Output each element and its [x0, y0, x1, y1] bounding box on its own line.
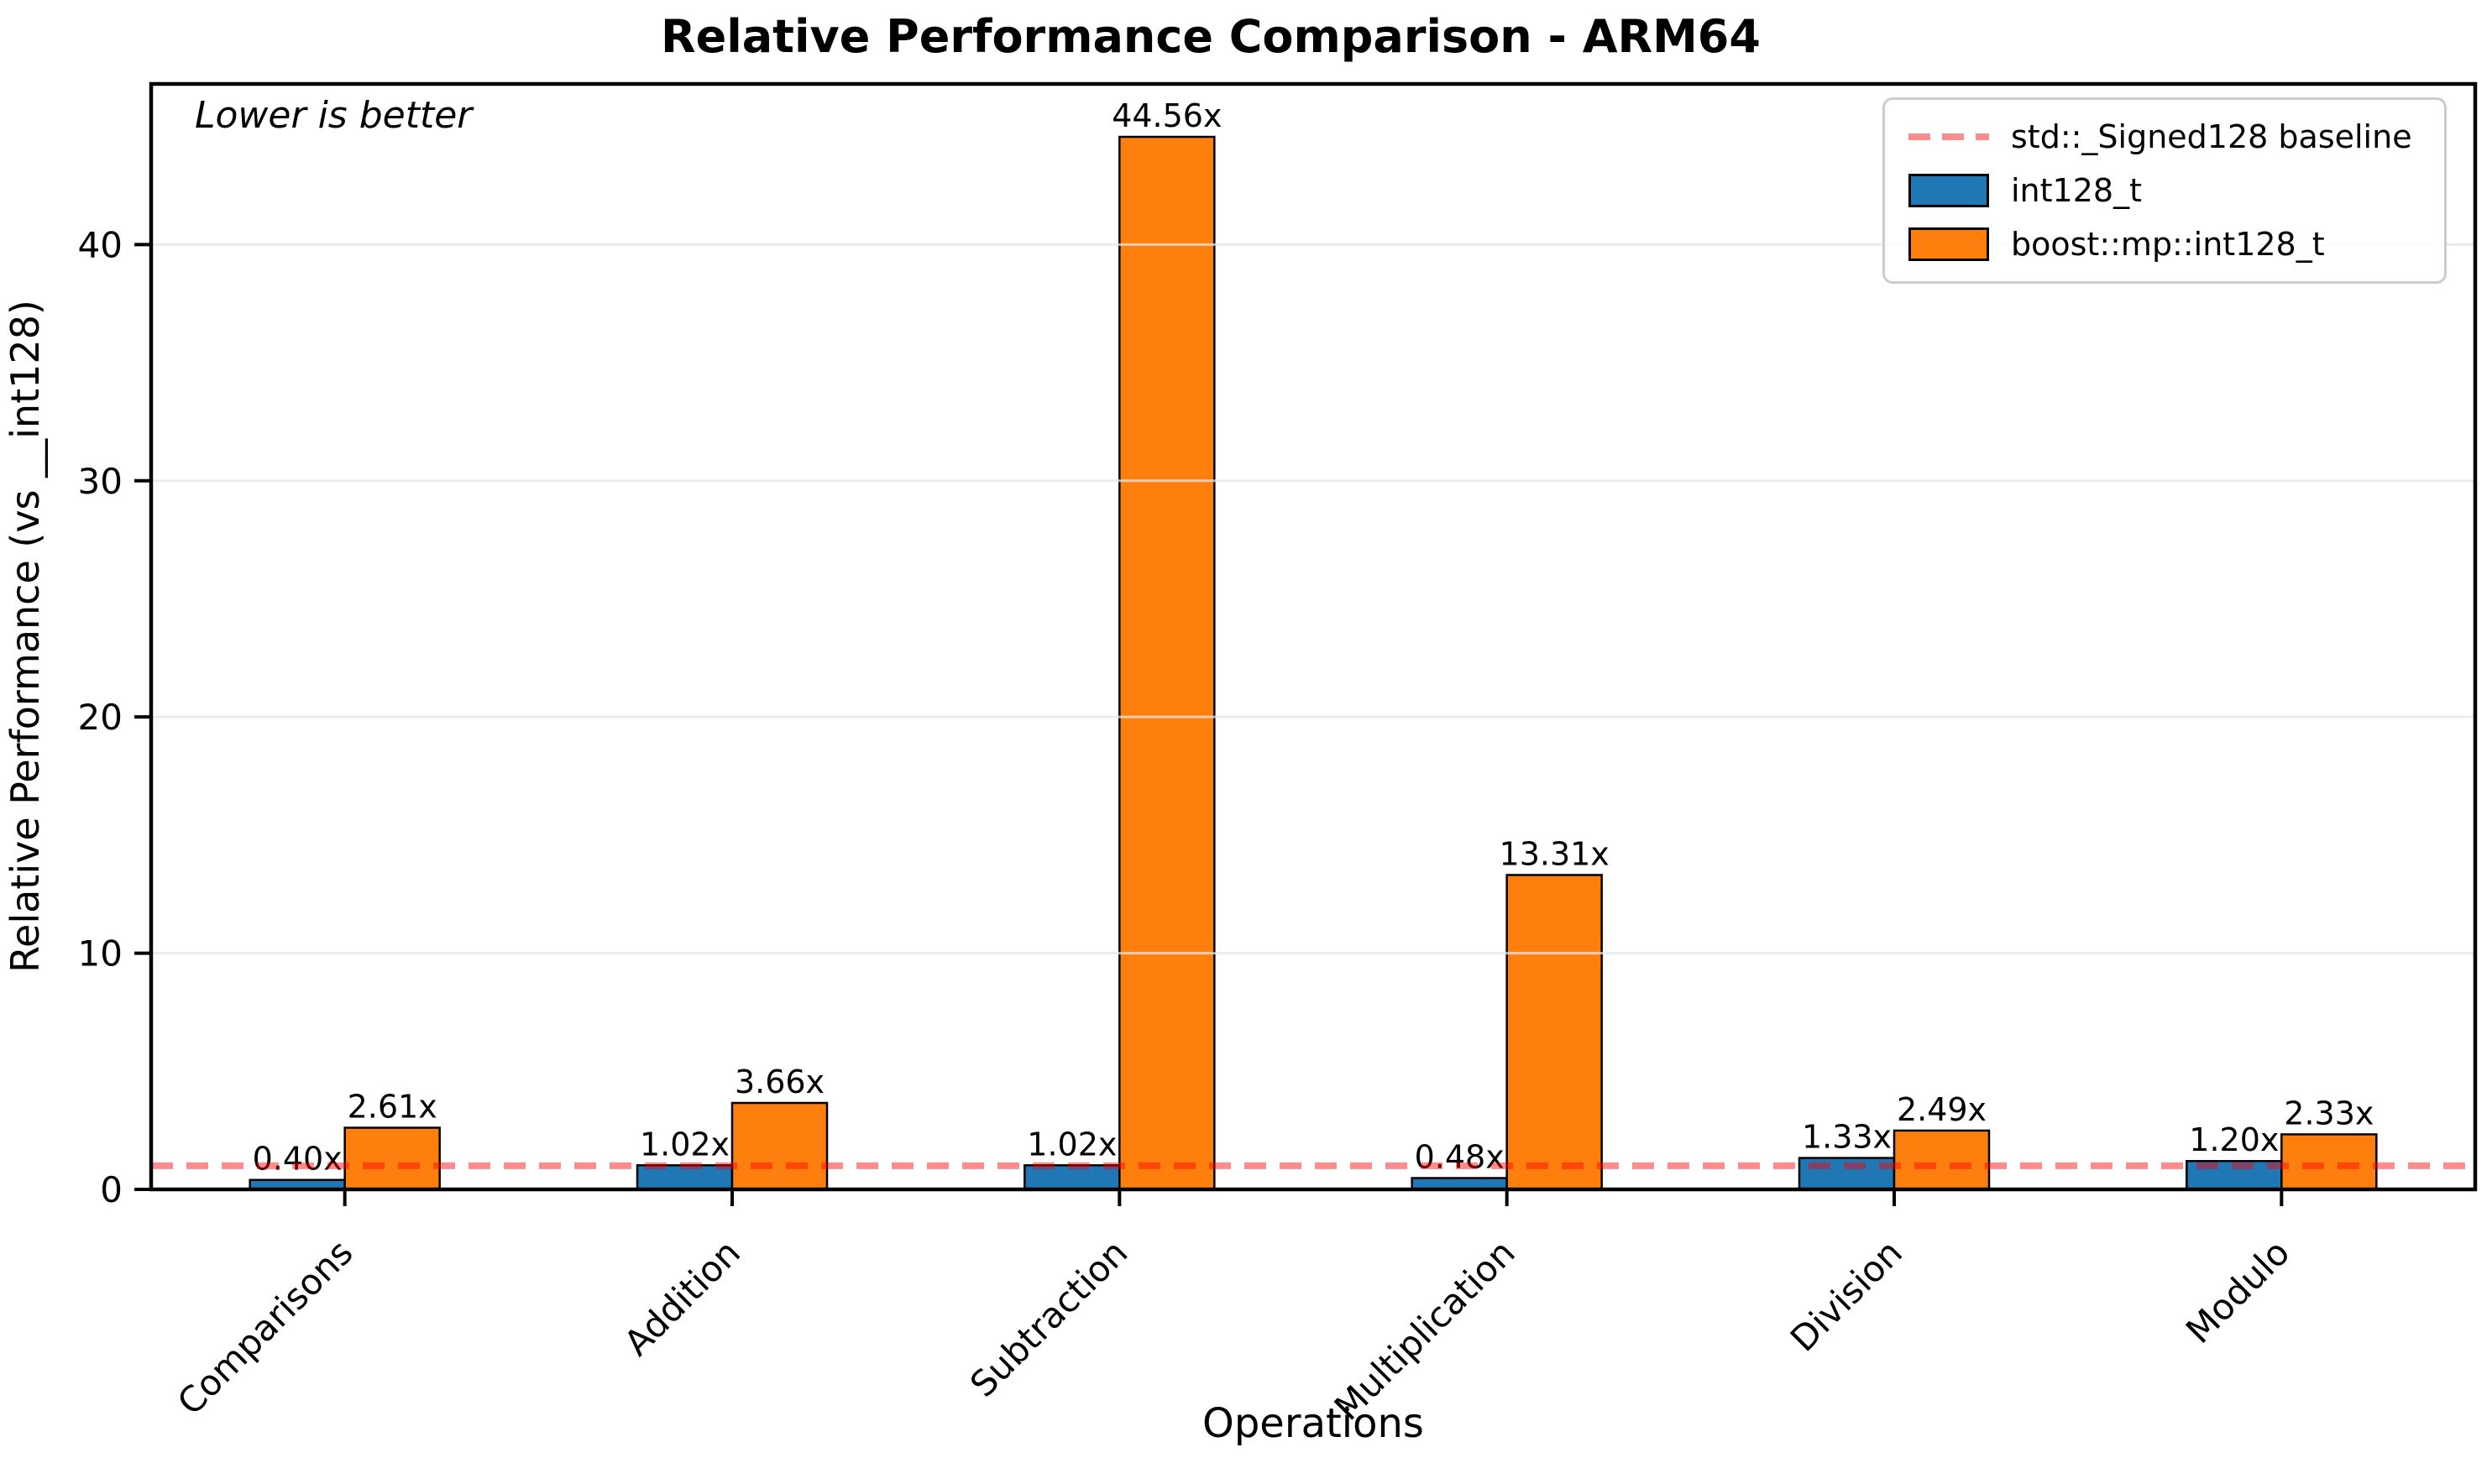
legend: std::_Signed128 baseline int128_t boost:… [1882, 97, 2447, 284]
y-tick-label-10: 10 [78, 933, 123, 975]
bar-value-label: 0.48x [1415, 1138, 1505, 1175]
bar-boost-mp-int128-t-modulo [2280, 1133, 2378, 1191]
bar-value-label: 0.40x [253, 1141, 343, 1178]
bar-value-label: 2.33x [2284, 1095, 2374, 1131]
bar-value-label: 44.56x [1112, 97, 1222, 134]
bar-value-label: 13.31x [1500, 835, 1610, 872]
x-tick-label-multiplication: Multiplication [1327, 1231, 1523, 1428]
bar-boost-mp-int128-t-division [1893, 1129, 1991, 1191]
chart-title-text: Relative Performance Comparison - ARM64 [661, 10, 1761, 63]
int128-color-swatch [1908, 174, 1989, 207]
bar-boost-mp-int128-t-addition [730, 1101, 829, 1191]
x-axis-label: Operations [1202, 1400, 1424, 1447]
legend-item-baseline: std::_Signed128 baseline [1908, 118, 2421, 155]
bar-value-label: 2.49x [1897, 1091, 1987, 1128]
axes-spines [149, 81, 2478, 1192]
x-tick-label-subtraction: Subtraction [962, 1231, 1135, 1404]
bar-boost-mp-int128-t-multiplication [1505, 874, 1603, 1191]
y-tick-label-40: 40 [78, 224, 123, 265]
bar-int128-t-addition [636, 1164, 734, 1191]
bar-value-label: 1.20x [2189, 1121, 2279, 1158]
legend-label-int128: int128_t [2011, 172, 2142, 209]
x-tick-label-division: Division [1783, 1231, 1910, 1359]
x-tick-label-addition: Addition [616, 1231, 748, 1363]
legend-item-boost: boost::mp::int128_t [1908, 226, 2421, 263]
x-tick-label-comparisons: Comparisons [170, 1231, 361, 1423]
bar-boost-mp-int128-t-subtraction [1118, 135, 1216, 1191]
baseline-dashed-line-swatch [1908, 133, 1989, 140]
legend-item-int128: int128_t [1908, 172, 2421, 209]
legend-label-boost: boost::mp::int128_t [2011, 226, 2325, 263]
y-tick-label-0: 0 [100, 1169, 123, 1210]
legend-label-baseline: std::_Signed128 baseline [2011, 118, 2412, 155]
bar-value-label: 1.33x [1802, 1119, 1892, 1156]
y-tick-label-30: 30 [78, 461, 123, 502]
x-tick-label-modulo: Modulo [2178, 1231, 2298, 1351]
bar-value-label: 3.66x [735, 1063, 825, 1100]
lower-is-better-annotation: Lower is better [195, 94, 473, 137]
bar-value-label: 1.02x [1027, 1126, 1117, 1163]
bar-boost-mp-int128-t-comparisons [343, 1126, 441, 1191]
boost-color-swatch [1908, 227, 1989, 261]
chart-title: Relative Performance Comparison - ARM64 [0, 10, 2492, 63]
bar-value-label: 1.02x [640, 1126, 730, 1163]
y-tick-label-20: 20 [78, 697, 123, 738]
bar-value-label: 2.61x [348, 1089, 437, 1126]
